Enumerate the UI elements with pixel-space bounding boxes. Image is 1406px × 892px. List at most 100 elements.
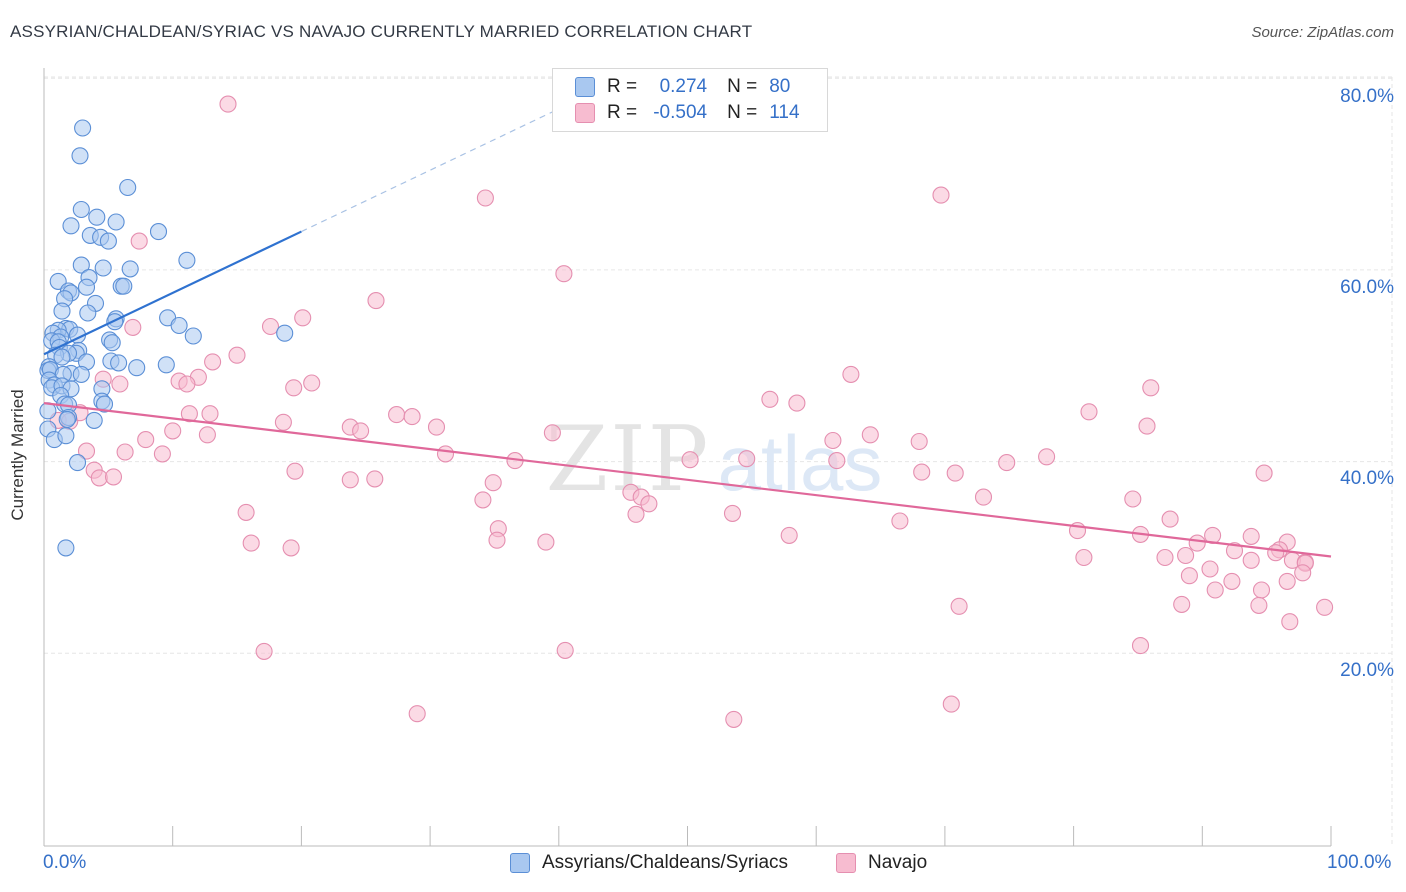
navajo-point-67 (1124, 490, 1142, 508)
legend-n-label: N = (727, 76, 758, 97)
assyrian-point-47 (53, 348, 71, 366)
navajo-point-5 (367, 292, 385, 310)
navajo-point-89 (1156, 548, 1174, 567)
assyrian-point-67 (95, 395, 114, 413)
navajo-point-50 (998, 454, 1016, 472)
assyrian-point-12 (72, 256, 90, 274)
navajo-point-47 (681, 451, 699, 469)
assyrian-point-25 (79, 304, 97, 322)
navajo-point-80 (1242, 527, 1260, 545)
y-tick-label-60: 60.0% (1340, 277, 1394, 298)
legend-n-value-navajo: 114 (769, 102, 800, 123)
y-tick-label-40: 40.0% (1340, 468, 1394, 489)
navajo-point-93 (1075, 548, 1093, 567)
navajo-point-73 (488, 531, 506, 549)
legend-n-label: N = (727, 102, 758, 123)
legend-r-value-assyrian: 0.274 (659, 76, 708, 97)
assyrian-point-11 (178, 251, 196, 269)
navajo-point-58 (104, 468, 123, 486)
assyrian-point-29 (170, 316, 188, 335)
navajo-point-41 (137, 431, 155, 449)
navajo-point-10 (204, 353, 222, 371)
x-axis-min-label: 0.0% (43, 852, 87, 873)
navajo-point-107 (255, 642, 273, 660)
assyrian-point-5 (62, 217, 80, 235)
navajo-point-100 (1206, 581, 1224, 599)
navajo-point-44 (153, 445, 171, 463)
y-tick-label-80: 80.0% (1340, 86, 1394, 107)
navajo-point-104 (950, 597, 968, 615)
navajo-point-85 (1225, 542, 1244, 560)
chart-title: ASSYRIAN/CHALDEAN/SYRIAC VS NAVAJO CURRE… (10, 22, 753, 41)
navajo-point-94 (1177, 546, 1195, 565)
navajo-point-96 (1294, 564, 1312, 582)
navajo-point-91 (1267, 544, 1285, 562)
navajo-point-3 (130, 232, 148, 250)
navajo-point-106 (1281, 613, 1299, 631)
bottom-legend-label-assyrian: Assyrians/Chaldeans/Syriacs (542, 852, 789, 873)
navajo-point-36 (1080, 403, 1098, 421)
trend-lines (43, 108, 1332, 558)
bottom-legend-swatch-navajo (836, 853, 856, 873)
assyrian-point-1 (71, 147, 89, 165)
navajo-point-31 (274, 413, 292, 431)
navajo-trend-line (43, 402, 1332, 558)
navajo-point-9 (228, 346, 246, 364)
x-axis-max-label: 100.0% (1327, 852, 1392, 873)
navajo-points (49, 95, 1334, 728)
assyrian-trend-line (43, 230, 302, 356)
assyrian-point-14 (121, 260, 139, 278)
navajo-point-15 (303, 374, 321, 392)
grid-lines (44, 76, 1393, 846)
navajo-point-83 (282, 539, 300, 557)
navajo-point-25 (180, 405, 198, 423)
navajo-point-33 (164, 422, 182, 440)
navajo-point-75 (780, 526, 798, 544)
navajo-point-56 (1255, 464, 1273, 482)
assyrian-point-36 (276, 324, 294, 342)
assyrian-points (39, 119, 294, 557)
assyrian-point-10 (99, 232, 117, 250)
navajo-point-42 (116, 443, 134, 461)
legend-r-label: R = (607, 76, 638, 97)
legend-r-label: R = (607, 102, 638, 123)
assyrian-point-73 (85, 411, 103, 429)
navajo-point-51 (1038, 448, 1056, 466)
navajo-point-37 (1138, 417, 1156, 435)
legend-row-assyrian: R = 0.274 N = 80 (575, 74, 790, 100)
navajo-point-71 (891, 512, 909, 530)
navajo-point-45 (436, 445, 455, 463)
navajo-point-27 (388, 406, 406, 424)
assyrian-point-19 (77, 278, 96, 296)
navajo-point-69 (627, 505, 645, 523)
assyrian-point-18 (115, 277, 133, 295)
navajo-point-21 (788, 394, 806, 412)
navajo-point-60 (366, 470, 384, 488)
assyrian-point-24 (53, 302, 71, 320)
assyrian-point-6 (107, 213, 125, 231)
assyrian-point-50 (110, 354, 128, 372)
navajo-point-112 (725, 710, 743, 728)
assyrian-trend-extension (301, 108, 560, 233)
navajo-point-95 (1201, 560, 1219, 578)
navajo-point-99 (1278, 572, 1296, 590)
navajo-point-61 (484, 474, 502, 492)
assyrian-point-7 (149, 223, 168, 241)
navajo-point-98 (1223, 572, 1241, 590)
navajo-point-53 (286, 462, 304, 480)
navajo-point-39 (824, 431, 842, 450)
navajo-point-26 (201, 405, 219, 423)
navajo-point-28 (403, 408, 421, 426)
navajo-point-84 (1188, 534, 1206, 552)
navajo-point-97 (1180, 567, 1198, 585)
assyrian-point-78 (57, 539, 75, 557)
navajo-point-34 (198, 426, 216, 444)
navajo-point-14 (178, 375, 196, 393)
navajo-point-32 (352, 422, 370, 440)
navajo-point-66 (974, 488, 993, 506)
navajo-point-103 (1250, 596, 1268, 614)
bottom-legend-assyrian: Assyrians/Chaldeans/Syriacs (510, 852, 788, 874)
navajo-point-55 (946, 464, 964, 482)
assyrian-point-0 (74, 119, 92, 137)
